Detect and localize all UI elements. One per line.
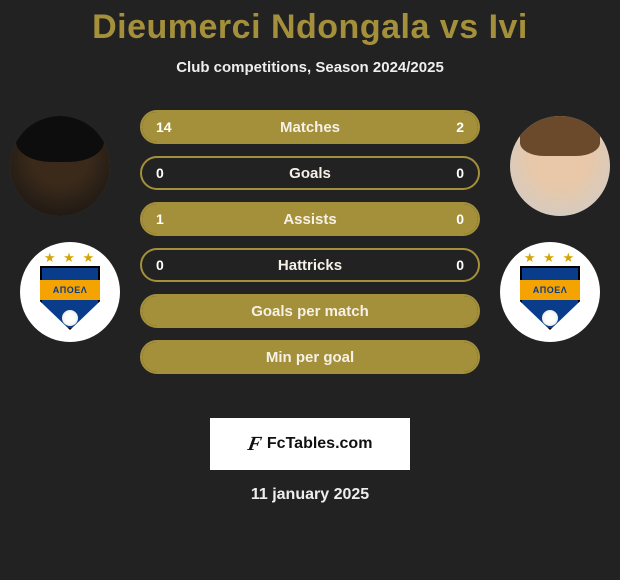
crest-ball bbox=[62, 310, 78, 326]
stat-value-right: 0 bbox=[456, 165, 464, 181]
crest-stars: ★ ★ ★ bbox=[515, 250, 585, 266]
stat-row-goals-per-match: Goals per match bbox=[140, 294, 480, 328]
stat-label: Min per goal bbox=[266, 349, 354, 366]
stat-value-left: 0 bbox=[156, 165, 164, 181]
stat-value-left: 0 bbox=[156, 257, 164, 273]
stat-label: Assists bbox=[283, 211, 336, 228]
stat-label: Goals per match bbox=[251, 303, 369, 320]
crest-stars: ★ ★ ★ bbox=[35, 250, 105, 266]
page-subtitle: Club competitions, Season 2024/2025 bbox=[0, 59, 620, 76]
player-left-club-badge: ★ ★ ★ ΑΠΟΕΛ bbox=[20, 242, 120, 342]
comparison-card: Dieumerci Ndongala vs Ivi Club competiti… bbox=[0, 0, 620, 504]
stat-row-min-per-goal: Min per goal bbox=[140, 340, 480, 374]
stat-value-right: 0 bbox=[456, 257, 464, 273]
footer-date: 11 january 2025 bbox=[0, 486, 620, 504]
brand-text: FcTables.com bbox=[267, 435, 373, 453]
club-crest: ★ ★ ★ ΑΠΟΕΛ bbox=[515, 252, 585, 332]
brand-logo-icon: F bbox=[246, 433, 263, 456]
stat-label: Hattricks bbox=[278, 257, 342, 274]
player-left-avatar bbox=[10, 116, 110, 216]
crest-ball bbox=[542, 310, 558, 326]
stat-rows: 14 Matches 2 0 Goals 0 1 Assists 0 bbox=[140, 110, 480, 386]
stat-label: Goals bbox=[289, 165, 331, 182]
stat-value-right: 2 bbox=[456, 119, 464, 135]
stat-label: Matches bbox=[280, 119, 340, 136]
stat-row-hattricks: 0 Hattricks 0 bbox=[140, 248, 480, 282]
stat-row-goals: 0 Goals 0 bbox=[140, 156, 480, 190]
stat-value-left: 1 bbox=[156, 211, 164, 227]
stat-row-assists: 1 Assists 0 bbox=[140, 202, 480, 236]
page-title: Dieumerci Ndongala vs Ivi bbox=[0, 8, 620, 47]
crest-band: ΑΠΟΕΛ bbox=[520, 280, 580, 300]
comparison-body: ★ ★ ★ ΑΠΟΕΛ ★ ★ ★ ΑΠΟΕΛ 14 Matches 2 bbox=[0, 104, 620, 404]
crest-band: ΑΠΟΕΛ bbox=[40, 280, 100, 300]
avatar-image bbox=[10, 116, 110, 216]
stat-value-left: 14 bbox=[156, 119, 172, 135]
club-crest: ★ ★ ★ ΑΠΟΕΛ bbox=[35, 252, 105, 332]
stat-value-right: 0 bbox=[456, 211, 464, 227]
brand-box[interactable]: F FcTables.com bbox=[210, 418, 410, 470]
player-right-club-badge: ★ ★ ★ ΑΠΟΕΛ bbox=[500, 242, 600, 342]
stat-row-matches: 14 Matches 2 bbox=[140, 110, 480, 144]
avatar-image bbox=[510, 116, 610, 216]
player-right-avatar bbox=[510, 116, 610, 216]
